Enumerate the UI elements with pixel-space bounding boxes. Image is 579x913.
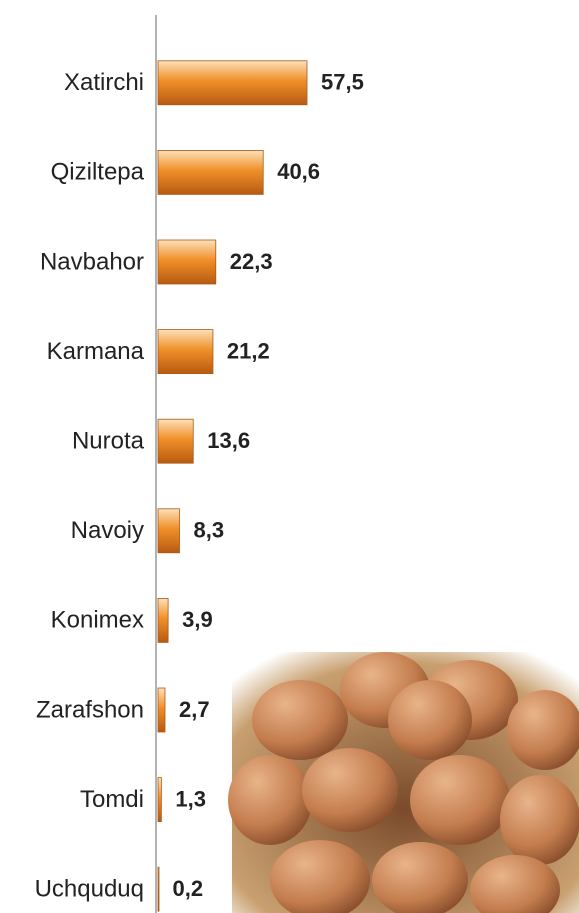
category-label: Zarafshon — [36, 696, 144, 723]
category-label: Xatirchi — [64, 69, 144, 96]
bar — [157, 508, 180, 554]
category-label: Navoiy — [71, 517, 144, 544]
value-label: 21,2 — [227, 338, 270, 363]
bar — [157, 149, 264, 195]
category-label: Konimex — [51, 607, 144, 634]
category-label: Tomdi — [80, 786, 144, 813]
category-label: Navbahor — [40, 248, 144, 275]
bar — [157, 687, 166, 733]
value-label: 2,7 — [179, 697, 210, 722]
bar — [157, 598, 169, 643]
bar — [157, 329, 214, 375]
value-label: 22,3 — [230, 249, 273, 274]
category-label: Qiziltepa — [51, 159, 145, 186]
category-label: Nurota — [72, 428, 145, 455]
value-label: 8,3 — [194, 518, 225, 543]
bar — [157, 777, 162, 822]
value-label: 57,5 — [321, 70, 364, 95]
value-label: 3,9 — [182, 607, 213, 632]
bar — [157, 239, 217, 285]
category-label: Karmana — [47, 338, 145, 365]
value-label: 40,6 — [277, 159, 320, 184]
bar — [157, 418, 194, 464]
value-label: 0,2 — [173, 876, 204, 901]
value-label: 1,3 — [175, 786, 206, 811]
bar — [157, 60, 308, 106]
value-label: 13,6 — [207, 428, 250, 453]
bar — [157, 866, 160, 912]
category-label: Uchquduq — [35, 876, 144, 903]
eggs-photo — [228, 652, 579, 913]
